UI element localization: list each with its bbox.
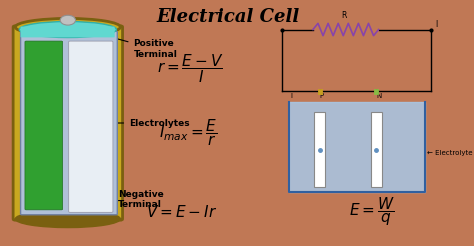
FancyBboxPatch shape — [25, 41, 63, 210]
Text: $E = \dfrac{W}{q}$: $E = \dfrac{W}{q}$ — [349, 195, 395, 228]
Text: $I_{max} = \dfrac{E}{r}$: $I_{max} = \dfrac{E}{r}$ — [159, 117, 218, 148]
Ellipse shape — [60, 15, 75, 25]
Text: Electrolytes: Electrolytes — [111, 119, 190, 127]
Text: Positive
Terminal: Positive Terminal — [91, 31, 177, 59]
FancyBboxPatch shape — [314, 112, 325, 187]
Text: $r = \dfrac{E - V}{I}$: $r = \dfrac{E - V}{I}$ — [157, 52, 224, 85]
Text: ← Electrolyte: ← Electrolyte — [427, 150, 472, 155]
FancyBboxPatch shape — [20, 27, 115, 37]
Text: P: P — [319, 93, 324, 99]
Text: Negative
Terminal: Negative Terminal — [78, 190, 164, 214]
FancyBboxPatch shape — [69, 41, 113, 212]
Ellipse shape — [15, 18, 120, 36]
Text: I: I — [290, 93, 292, 99]
Ellipse shape — [15, 210, 120, 228]
FancyBboxPatch shape — [20, 31, 117, 215]
Text: I: I — [436, 20, 438, 29]
Text: N: N — [376, 93, 381, 99]
Text: R: R — [341, 12, 346, 20]
Ellipse shape — [19, 21, 117, 37]
Polygon shape — [289, 102, 425, 192]
FancyBboxPatch shape — [371, 112, 382, 187]
Text: $V = E - Ir$: $V = E - Ir$ — [146, 203, 217, 220]
Text: Electrical Cell: Electrical Cell — [156, 8, 299, 26]
FancyBboxPatch shape — [13, 26, 123, 220]
